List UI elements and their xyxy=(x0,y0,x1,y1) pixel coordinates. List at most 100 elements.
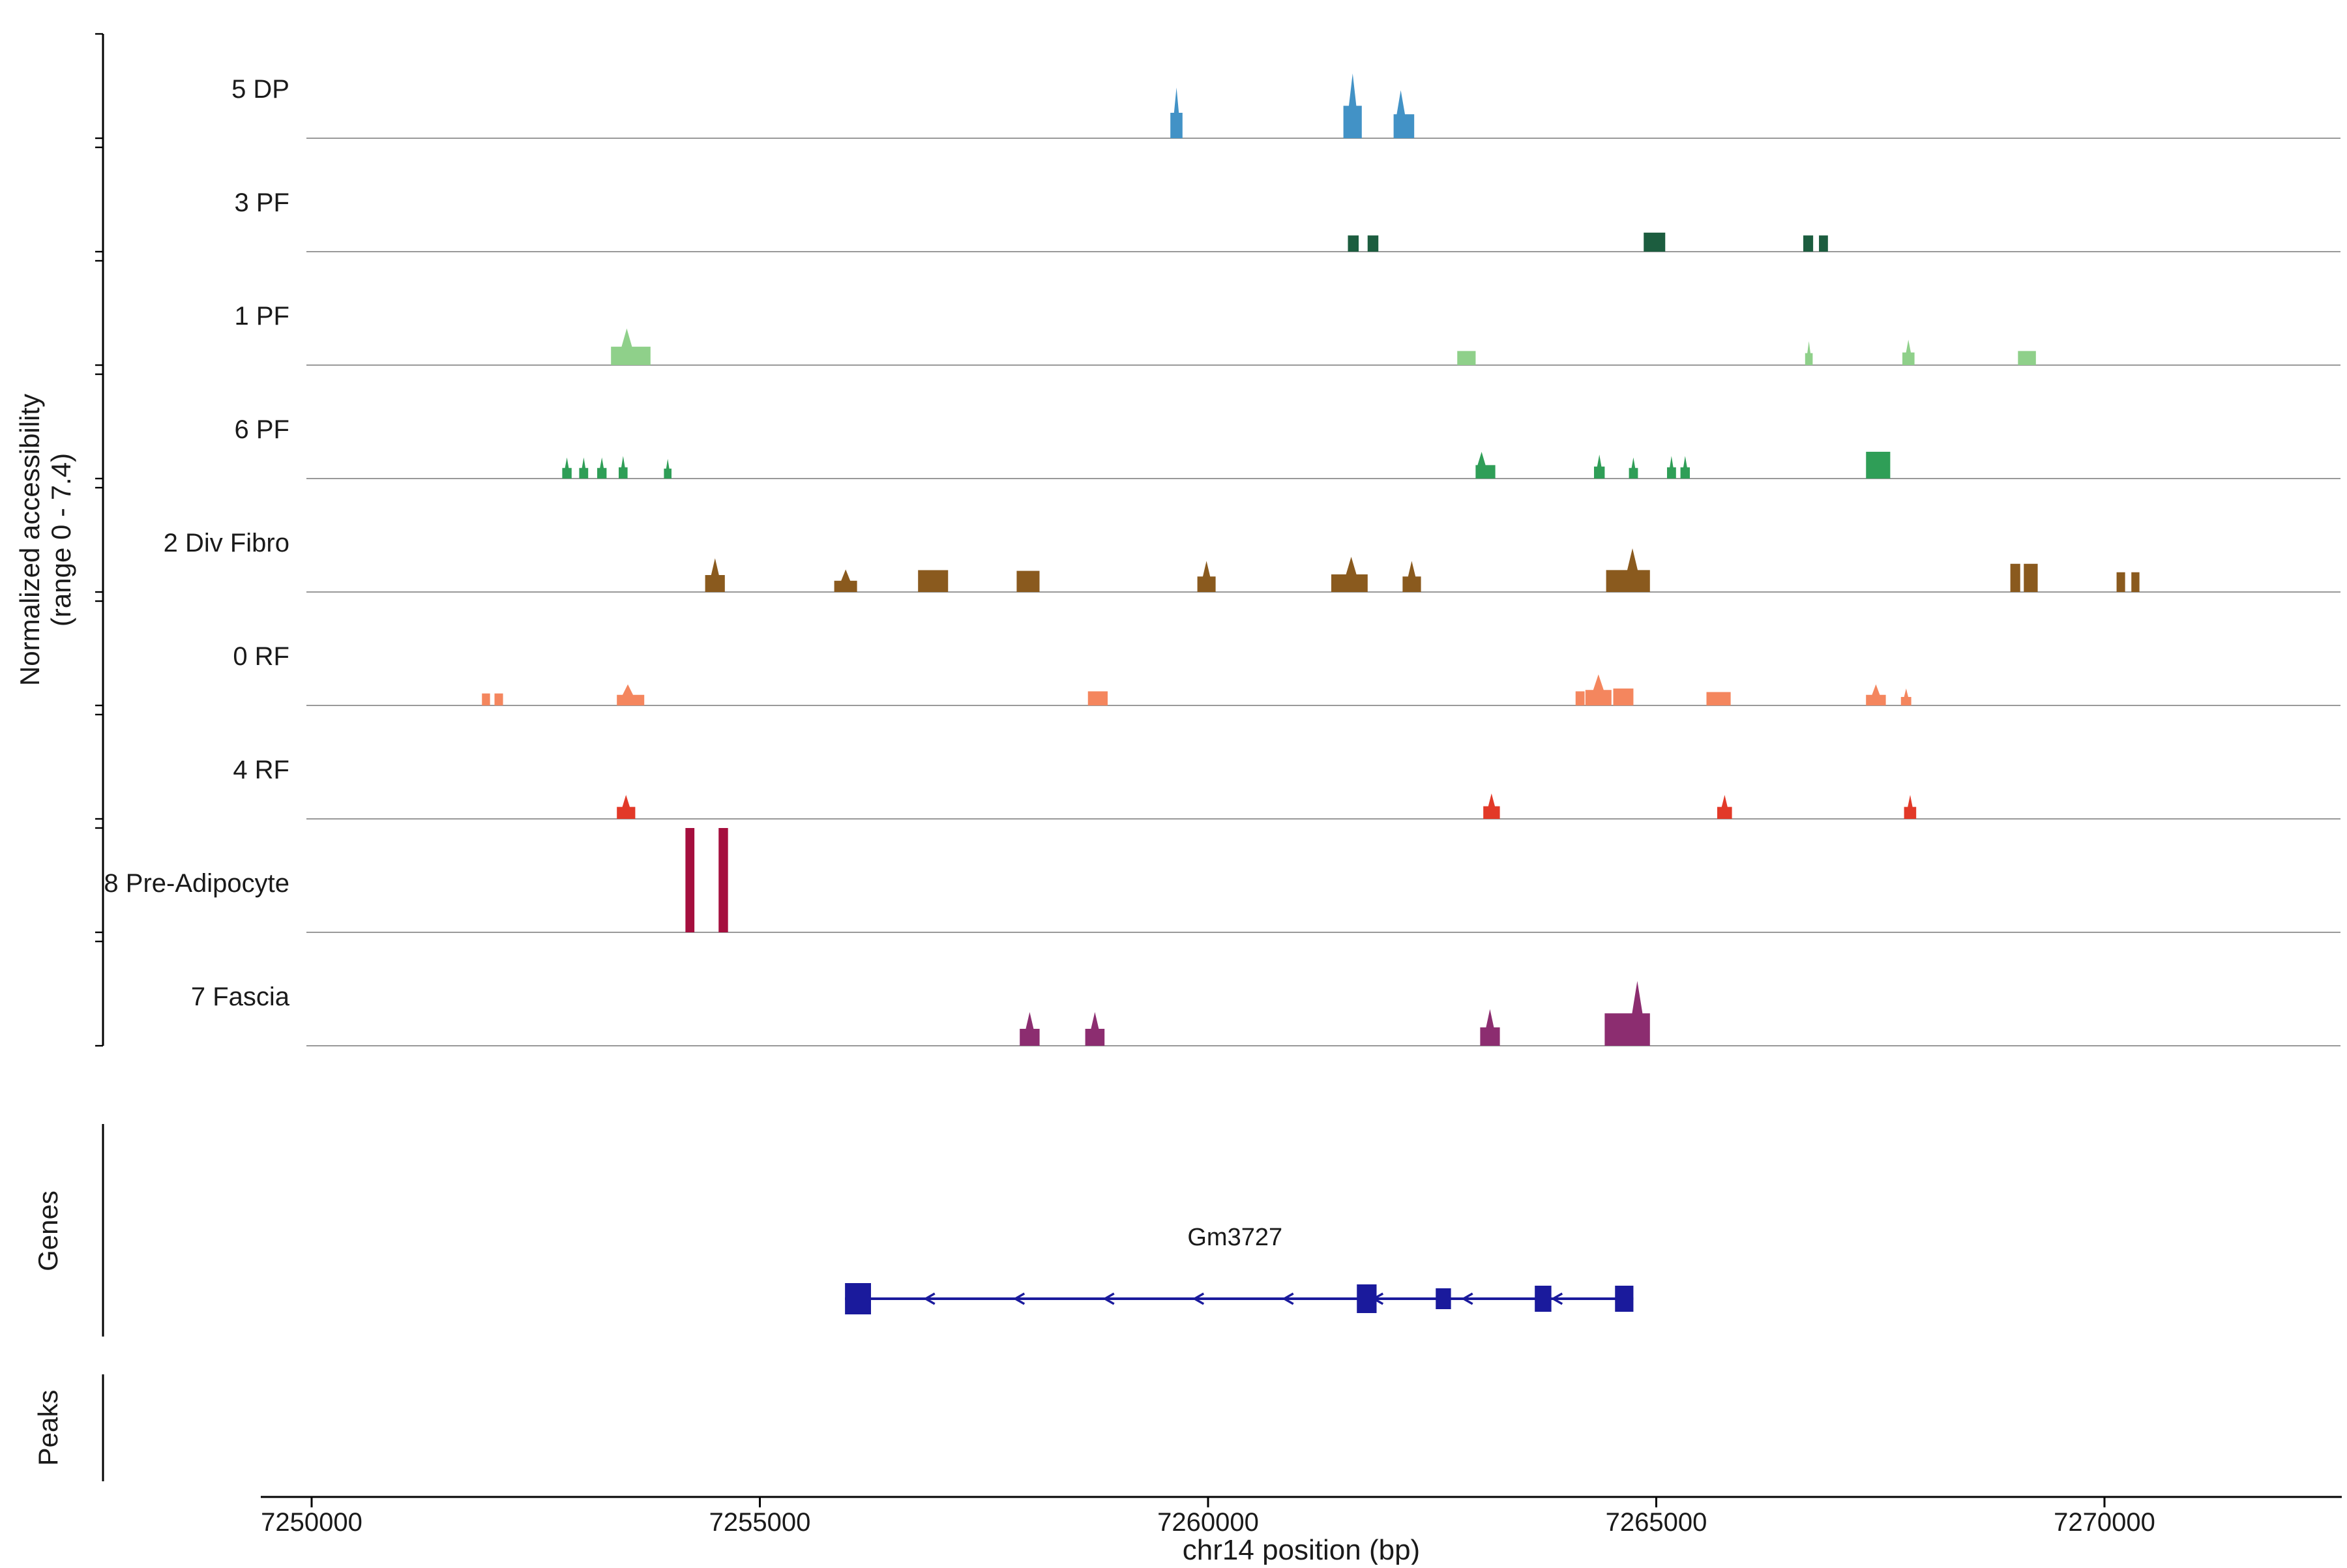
genes-section-label: Genes xyxy=(33,1191,63,1271)
strand-arrow-icon xyxy=(1371,1292,1384,1305)
coverage-peak xyxy=(1343,73,1362,138)
coverage-peak xyxy=(1866,451,1891,479)
coverage-peak xyxy=(482,693,490,705)
coverage-peak xyxy=(1197,561,1216,592)
coverage-peak xyxy=(1457,351,1476,365)
coverage-peak xyxy=(1706,692,1731,705)
gene-exon xyxy=(1615,1286,1634,1312)
coverage-peak xyxy=(1606,548,1650,592)
x-axis-title: chr14 position (bp) xyxy=(1183,1534,1420,1565)
coverage-track-7-fascia: 7 Fascia xyxy=(191,981,2340,1046)
coverage-peak xyxy=(1087,691,1108,705)
x-axis-tick-label: 7260000 xyxy=(1157,1508,1259,1537)
gene-name-label: Gm3727 xyxy=(1187,1224,1282,1251)
coverage-peak xyxy=(617,795,636,819)
coverage-peak xyxy=(597,457,607,479)
coverage-peak xyxy=(834,569,857,592)
coverage-peak xyxy=(1904,795,1917,819)
coverage-peak xyxy=(1717,795,1732,819)
strand-arrow-icon xyxy=(1012,1292,1026,1305)
gene-exon xyxy=(1436,1288,1451,1309)
coverage-peak xyxy=(1393,90,1415,138)
coverage-track-6-pf: 6 PF xyxy=(235,415,2340,479)
track-label: 5 DP xyxy=(231,75,289,104)
coverage-peak xyxy=(1644,232,1666,252)
coverage-peak xyxy=(1594,454,1605,479)
coverage-peak xyxy=(2024,563,2038,592)
coverage-peak xyxy=(1348,235,1359,252)
coverage-peak xyxy=(1900,688,1912,705)
coverage-peak xyxy=(1819,235,1828,252)
x-axis-tick-label: 7265000 xyxy=(1606,1508,1707,1537)
coverage-peak xyxy=(617,684,645,705)
gene-track: Gm3727 xyxy=(845,1224,1634,1314)
coverage-peak xyxy=(1805,341,1813,365)
strand-arrow-icon xyxy=(1550,1292,1563,1305)
y-axis-title-line1: Normalized accessibility xyxy=(14,394,45,686)
coverage-peak xyxy=(1367,235,1379,252)
coverage-peak xyxy=(619,456,628,479)
track-label: 3 PF xyxy=(235,188,289,217)
coverage-peak xyxy=(1016,570,1040,592)
coverage-peak xyxy=(2131,572,2140,592)
coverage-track-0-rf: 0 RF xyxy=(233,642,2340,706)
track-label: 0 RF xyxy=(233,642,289,671)
x-axis-tick-label: 7255000 xyxy=(709,1508,811,1537)
coverage-peak xyxy=(1613,688,1634,705)
x-axis-tick-label: 7270000 xyxy=(2054,1508,2155,1537)
x-axis-tick-label: 7250000 xyxy=(261,1508,362,1537)
coverage-peak xyxy=(664,458,672,479)
peaks-section-label: Peaks xyxy=(33,1390,63,1466)
gene-exon xyxy=(1535,1286,1552,1312)
coverage-peak xyxy=(1575,691,1585,705)
coverage-peak xyxy=(1170,87,1183,138)
coverage-peak xyxy=(1866,684,1886,705)
coverage-peak xyxy=(1667,456,1676,479)
coverage-peak xyxy=(1020,1012,1040,1046)
coverage-peak xyxy=(718,828,728,932)
generated-chart-content: 5 DP 3 PF 1 PF 6 PF 2 Div Fibro 0 RF 4 RF 8 Pre… xyxy=(95,33,2342,1537)
coverage-track-3-pf: 3 PF xyxy=(235,188,2340,252)
accessibility-axis-bracket xyxy=(95,33,104,1047)
track-label: 6 PF xyxy=(235,415,289,444)
coverage-peak xyxy=(1331,557,1368,592)
coverage-track-8-pre-adipocyte: 8 Pre-Adipocyte xyxy=(104,828,2340,933)
coverage-peak xyxy=(1085,1012,1105,1046)
strand-arrow-icon xyxy=(1192,1292,1205,1305)
coverage-track-2-div-fibro: 2 Div Fibro xyxy=(164,529,2340,593)
y-axis-title-line2: (range 0 - 7.4) xyxy=(46,453,76,627)
coverage-peak xyxy=(611,328,651,365)
coverage-peak xyxy=(685,828,695,932)
coverage-peak xyxy=(579,457,589,479)
track-label: 7 Fascia xyxy=(191,983,290,1011)
coverage-track-4-rf: 4 RF xyxy=(233,756,2340,820)
coverage-peak xyxy=(2116,572,2125,592)
strand-arrow-icon xyxy=(1282,1292,1294,1305)
coverage-peak xyxy=(918,570,949,592)
coverage-peak xyxy=(1680,456,1690,479)
coverage-peak xyxy=(1475,452,1496,479)
x-axis: 7250000 7255000 7260000 7265000 7270000 xyxy=(261,1496,2342,1537)
strand-arrow-icon xyxy=(923,1292,936,1305)
coverage-track-5-dp: 5 DP xyxy=(231,73,2340,139)
coverage-peak xyxy=(562,457,572,479)
coverage-peak xyxy=(1402,561,1421,592)
track-label: 8 Pre-Adipocyte xyxy=(104,869,289,898)
track-label: 4 RF xyxy=(233,756,289,784)
coverage-peak xyxy=(2018,351,2036,365)
track-label: 2 Div Fibro xyxy=(164,529,289,557)
coverage-peak xyxy=(1483,793,1500,819)
gene-exon xyxy=(845,1283,871,1314)
coverage-peak xyxy=(2010,563,2020,592)
coverage-peak xyxy=(1585,674,1612,705)
coverage-peak xyxy=(705,558,725,592)
coverage-peak xyxy=(494,693,503,705)
coverage-peak xyxy=(1629,457,1638,479)
coverage-peak xyxy=(1803,235,1814,252)
strand-arrow-icon xyxy=(1461,1292,1473,1305)
track-label: 1 PF xyxy=(235,302,289,331)
coverage-peak xyxy=(1480,1009,1500,1046)
strand-arrow-icon xyxy=(1102,1292,1115,1305)
